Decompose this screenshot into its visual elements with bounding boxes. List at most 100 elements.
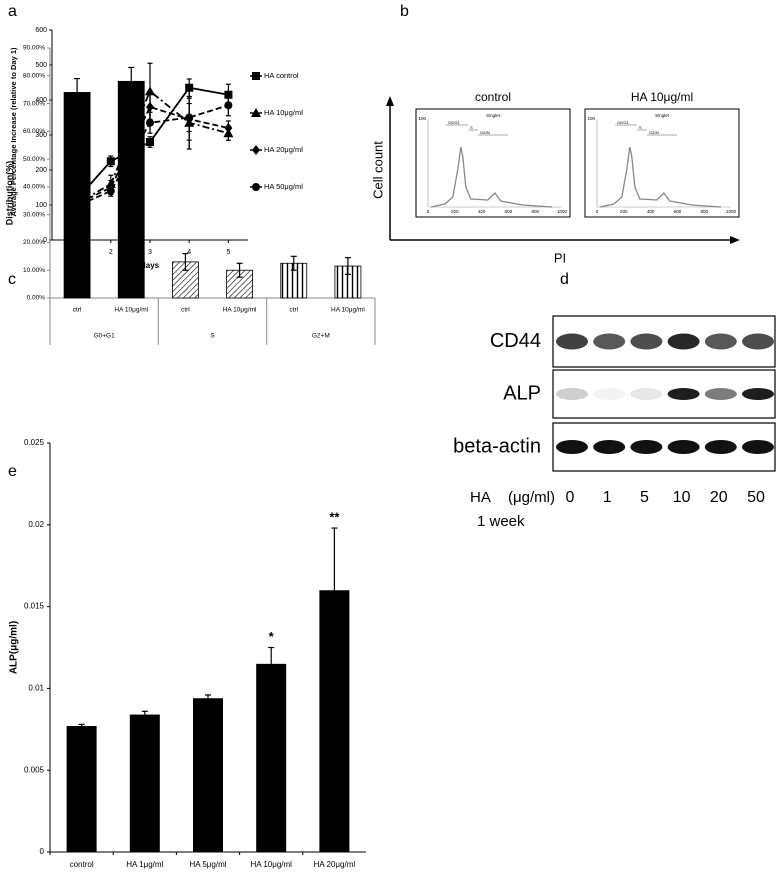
blot-band [593,388,626,400]
legend-label: HA control [264,71,299,80]
blot-frame [552,315,776,368]
dose-label: 1 [603,489,612,506]
y-tick-label: 500 [35,62,47,69]
panel-label: e [8,463,17,480]
blot-frame [552,422,776,472]
y-tick-label: 0 [43,237,47,244]
error-bar [344,257,351,267]
legend-label: HA 10μg/ml [264,108,303,117]
x-axis-label: days [141,261,160,270]
x-tick-label: control [70,860,94,869]
group-label: G0+G1 [94,333,116,340]
dose-label: 10 [673,489,691,506]
y-tick-label: 80.00% [23,72,45,79]
significance-mark: ** [329,510,340,525]
series-line [71,105,229,208]
error-bar [141,710,148,715]
gate-label: G0/G1 [448,120,461,125]
treatment-label: HA [470,489,491,506]
bar [193,698,223,852]
significance-mark: * [269,629,275,644]
histogram-trace [599,146,722,208]
blot-band [667,333,700,350]
x-tick-label: HA 1μg/ml [126,860,163,869]
marker [185,83,194,92]
error-bar [182,261,189,271]
blot-band [742,333,774,350]
blot-band [630,333,663,350]
panel-label: b [400,3,409,20]
inner-tick-label: 400 [647,209,655,214]
legend-label: HA 50μg/ml [264,182,303,191]
x-tick-label: 3 [148,249,152,256]
protein-label: ALP [503,382,541,404]
blot-frame [552,369,776,419]
error-bar [290,263,297,271]
y-tick-label: 0.025 [24,438,45,447]
protein-label: CD44 [490,330,541,352]
x-tick-label: ctrl [289,307,298,314]
bar [319,590,350,852]
y-tick-label: 20.00% [23,239,45,246]
y-axis-label: ALP(μg/ml) [9,621,20,674]
bar [256,663,287,852]
error-bar [331,527,338,591]
inner-tick-label: 200 [620,209,628,214]
y-axis-label: Cell count [370,141,385,199]
sample-title: control [475,90,511,104]
inner-tick-label: 400 [478,209,486,214]
dose-label: 5 [640,489,649,506]
histogram-trace [430,146,553,208]
protein-label: beta-actin [453,435,541,457]
legend-marker [252,183,260,191]
inner-tick-label: 0 [596,209,599,214]
group-label: G2+M [312,333,330,340]
sample-title: HA 10μg/ml [631,90,693,104]
inner-tick-label: 800 [531,209,539,214]
gate-label: S [639,125,642,130]
y-tick-label: 40.00% [23,184,45,191]
marker [146,102,154,112]
gate-label: G2/M [480,130,490,135]
y-tick-label: 0 [40,847,45,856]
y-tick-label: 10.00% [23,267,45,274]
blot-band [742,388,774,400]
dose-label: 50 [747,489,765,506]
y-tick-label: 300 [35,132,47,139]
error-bar [290,255,297,264]
inner-tick-label: 600 [505,209,513,214]
blot-band [667,440,700,454]
dose-label: 20 [710,489,728,506]
y-tick-label: 0.01 [28,684,44,693]
arrow-head [730,236,740,244]
legend-label: HA 20μg/ml [264,145,303,154]
legend-marker [252,72,260,80]
y-tick-label: 90.00% [23,45,45,52]
legend-marker [251,108,261,117]
error-bar [128,66,135,82]
inner-tick-label: 1000 [726,209,737,214]
inner-tick-label: 1000 [557,209,568,214]
x-tick-label: HA 10μg/ml [250,860,292,869]
y-tick-label: 100 [35,202,47,209]
y-tick-label: 60.00% [23,128,45,135]
blot-band [593,333,626,350]
error-bar [236,270,243,278]
bar [66,726,97,852]
gate-label: S [470,125,473,130]
x-tick-label: HA 5μg/ml [189,860,226,869]
blot-band [704,388,737,400]
y-axis-label: Average Percentage Increase (relative to… [9,47,18,216]
error-bar [205,694,211,699]
inner-tick-label: 800 [700,209,708,214]
gate-title: Singlet [655,113,670,118]
error-bar [78,723,85,727]
panel-label: c [8,271,16,288]
dose-label: 0 [566,489,575,506]
unit-label: (μg/ml) [508,489,555,506]
inner-tick-label: 200 [451,209,459,214]
marker [106,187,115,195]
arrow-head [386,96,394,106]
x-tick-label: HA 10μg/ml [114,307,148,314]
y-tick-label: 70.00% [23,100,45,107]
